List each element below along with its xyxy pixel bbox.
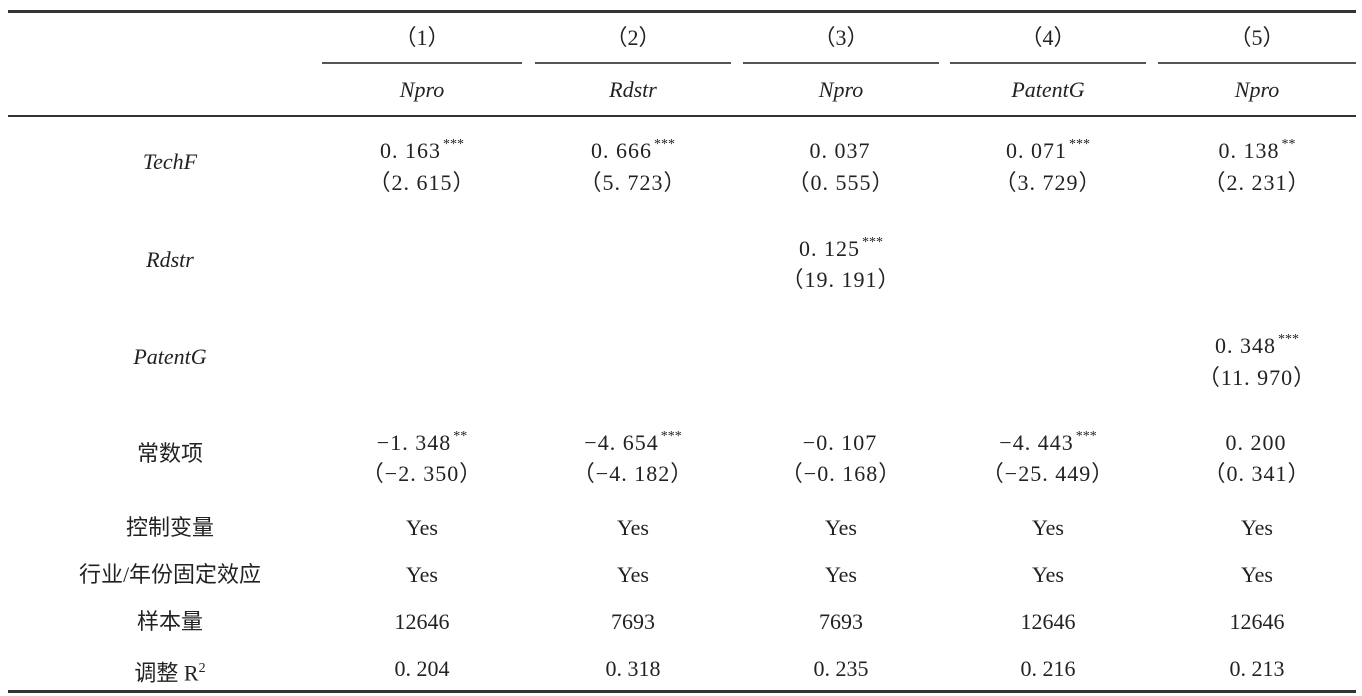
significance-stars: ** bbox=[1281, 137, 1296, 152]
table-cell: 12646 bbox=[394, 609, 450, 634]
row-label: PatentG bbox=[133, 344, 207, 369]
col-dependent-var: Rdstr bbox=[609, 77, 657, 102]
row-label: TechF bbox=[142, 149, 198, 174]
col-number: （2） bbox=[605, 25, 661, 50]
t-statistic: （3. 729） bbox=[994, 170, 1102, 195]
col-dependent-var: Npro bbox=[399, 77, 445, 102]
col-number: （3） bbox=[813, 25, 869, 50]
table-cell: 0. 213 bbox=[1229, 656, 1285, 681]
col-number: （4） bbox=[1020, 25, 1076, 50]
col-dependent-var: Npro bbox=[818, 77, 864, 102]
col-underline bbox=[1158, 62, 1356, 64]
coefficient: 0. 666 *** bbox=[591, 137, 675, 163]
table-cell: 7693 bbox=[819, 609, 863, 634]
coefficient: 0. 037 bbox=[809, 138, 871, 163]
table-cell: 7693 bbox=[611, 609, 655, 634]
t-statistic: （2. 231） bbox=[1203, 170, 1311, 195]
row-label: 调整 R2 bbox=[134, 660, 206, 686]
table-cell: Yes bbox=[1031, 562, 1064, 587]
t-statistic: （11. 970） bbox=[1197, 365, 1317, 390]
col-dependent-var: PatentG bbox=[1011, 77, 1085, 102]
t-statistic: （−2. 350） bbox=[361, 461, 483, 486]
table-cell: 12646 bbox=[1229, 609, 1285, 634]
table-cell: 0. 204 bbox=[394, 656, 450, 681]
significance-stars: *** bbox=[1075, 429, 1097, 444]
row-label: 行业/年份固定效应 bbox=[78, 562, 262, 587]
top-rule bbox=[8, 10, 1356, 13]
row-label: 常数项 bbox=[136, 441, 203, 466]
table-cell: Yes bbox=[616, 515, 649, 540]
t-statistic: （−4. 182） bbox=[572, 461, 694, 486]
significance-stars: *** bbox=[654, 137, 675, 152]
col-number: （5） bbox=[1229, 25, 1285, 50]
coefficient: 0. 200 bbox=[1225, 430, 1287, 455]
coefficient: −1. 348 ** bbox=[376, 429, 468, 455]
col-dependent-var: Npro bbox=[1234, 77, 1280, 102]
table-cell: Yes bbox=[405, 562, 438, 587]
table-cell: Yes bbox=[824, 515, 857, 540]
coefficient: 0. 348 *** bbox=[1215, 332, 1299, 358]
t-statistic: （0. 341） bbox=[1203, 461, 1311, 486]
bottom-rule bbox=[8, 690, 1356, 693]
significance-stars: *** bbox=[862, 235, 883, 250]
coefficient: −4. 654 *** bbox=[584, 429, 682, 455]
col-underline bbox=[535, 62, 731, 64]
coefficient: −4. 443 *** bbox=[999, 429, 1097, 455]
t-statistic: （2. 615） bbox=[368, 170, 476, 195]
coefficient: 0. 125 *** bbox=[799, 235, 883, 261]
col-number: （1） bbox=[394, 25, 450, 50]
coefficient: −0. 107 bbox=[802, 430, 878, 455]
coefficient: 0. 138 ** bbox=[1218, 137, 1296, 163]
table-cell: 12646 bbox=[1020, 609, 1076, 634]
t-statistic: （−0. 168） bbox=[780, 461, 902, 486]
table-cell: Yes bbox=[616, 562, 649, 587]
col-underline bbox=[322, 62, 522, 64]
t-statistic: （0. 555） bbox=[787, 170, 895, 195]
col-underline bbox=[950, 62, 1146, 64]
t-statistic: （−25. 449） bbox=[981, 461, 1115, 486]
t-statistic: （5. 723） bbox=[579, 170, 687, 195]
table-cell: Yes bbox=[1240, 515, 1273, 540]
header-rule bbox=[8, 115, 1356, 117]
significance-stars: *** bbox=[443, 137, 464, 152]
significance-stars: *** bbox=[1069, 137, 1090, 152]
table-cell: Yes bbox=[1031, 515, 1064, 540]
table-cell: 0. 235 bbox=[813, 656, 869, 681]
table-cell: Yes bbox=[1240, 562, 1273, 587]
significance-stars: ** bbox=[453, 429, 468, 444]
table-cell: 0. 318 bbox=[605, 656, 661, 681]
t-statistic: （19. 191） bbox=[781, 267, 901, 292]
coefficient: 0. 163 *** bbox=[380, 137, 464, 163]
significance-stars: *** bbox=[660, 429, 682, 444]
row-label: 样本量 bbox=[136, 609, 203, 634]
coefficient: 0. 071 *** bbox=[1006, 137, 1090, 163]
table-cell: Yes bbox=[824, 562, 857, 587]
row-label: Rdstr bbox=[146, 247, 194, 272]
table-cell: 0. 216 bbox=[1020, 656, 1076, 681]
col-underline bbox=[743, 62, 939, 64]
table-cell: Yes bbox=[405, 515, 438, 540]
row-label: 控制变量 bbox=[125, 515, 214, 540]
significance-stars: *** bbox=[1278, 332, 1299, 347]
